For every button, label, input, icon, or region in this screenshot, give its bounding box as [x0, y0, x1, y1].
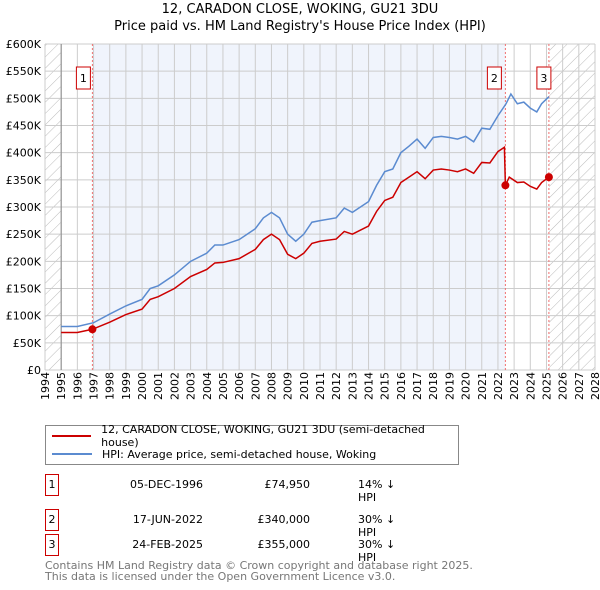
x-tick-label: 2008 [265, 372, 278, 400]
x-tick-label: 2007 [249, 372, 262, 400]
sale-hpi: 30% ↓ HPI [358, 513, 396, 539]
sale-marker-label: 1 [80, 72, 87, 85]
legend-swatch-red [52, 435, 92, 437]
footer-line1: Contains HM Land Registry data © Crown c… [45, 559, 473, 572]
y-tick-label: £450K [6, 120, 42, 133]
y-tick-label: £0 [27, 364, 41, 377]
x-tick-label: 2025 [540, 372, 553, 400]
x-tick-label: 2010 [298, 372, 311, 400]
x-tick-label: 2021 [476, 372, 489, 400]
x-tick-label: 1999 [120, 372, 133, 400]
x-tick-label: 1996 [71, 372, 84, 400]
sale-marker-label: 2 [491, 72, 498, 85]
legend-label: HPI: Average price, semi-detached house,… [102, 447, 377, 461]
x-tick-label: 2014 [363, 372, 376, 400]
sale-point [501, 181, 510, 190]
x-tick-label: 2016 [395, 372, 408, 400]
x-tick-label: 2006 [233, 372, 246, 400]
x-tick-label: 1995 [55, 372, 68, 400]
footer-line2: This data is licensed under the Open Gov… [45, 570, 396, 583]
legend: 12, CARADON CLOSE, WOKING, GU21 3DU (sem… [45, 423, 459, 465]
x-tick-label: 2005 [217, 372, 230, 400]
y-tick-label: £50K [13, 337, 42, 350]
y-tick-label: £250K [6, 228, 42, 241]
chart-subtitle: Price paid vs. HM Land Registry's House … [114, 19, 486, 34]
x-tick-label: 2012 [330, 372, 343, 400]
legend-item-hpi: HPI: Average price, semi-detached house,… [52, 445, 376, 463]
x-tick-label: 2020 [460, 372, 473, 400]
sale-row: 1 05-DEC-1996 £74,950 14% ↓ HPI [45, 474, 405, 504]
x-tick-label: 2003 [185, 372, 198, 400]
y-tick-label: £350K [6, 174, 42, 187]
x-tick-label: 2002 [168, 372, 181, 400]
legend-item-property: 12, CARADON CLOSE, WOKING, GU21 3DU (sem… [52, 423, 458, 449]
sale-marker-box [486, 66, 502, 90]
sale-price: £340,000 [257, 513, 311, 526]
x-tick-label: 2009 [282, 372, 295, 400]
sale-marker-label: 2 [45, 509, 59, 531]
x-tick-label: 2000 [136, 372, 149, 400]
sale-date: 05-DEC-1996 [129, 478, 203, 491]
x-tick-label: 2027 [573, 372, 586, 400]
x-tick-label: 2026 [557, 372, 570, 400]
sale-date: 17-JUN-2022 [132, 513, 203, 526]
sale-point [544, 173, 553, 182]
sale-hpi: 14% ↓ HPI [358, 478, 396, 504]
sale-row: 2 17-JUN-2022 £340,000 30% ↓ HPI [45, 509, 405, 539]
x-tick-label: 2011 [314, 372, 327, 400]
chart-title: 12, CARADON CLOSE, WOKING, GU21 3DU [161, 2, 439, 17]
x-tick-label: 1997 [88, 372, 101, 400]
x-tick-label: 2001 [152, 372, 165, 400]
sale-price: £74,950 [264, 478, 311, 491]
x-tick-label: 2004 [201, 372, 214, 400]
x-tick-label: 2019 [443, 372, 456, 400]
y-tick-label: £150K [6, 283, 42, 296]
sale-date: 24-FEB-2025 [132, 538, 203, 551]
sale-marker-label: 3 [540, 72, 547, 85]
sale-marker-label: 3 [45, 534, 59, 556]
y-tick-label: £200K [6, 255, 42, 268]
sale-hpi: 30% ↓ HPI [358, 538, 396, 564]
legend-swatch-blue [52, 453, 92, 455]
x-tick-label: 2024 [524, 372, 537, 400]
y-tick-label: £400K [6, 147, 42, 160]
y-tick-label: £550K [6, 65, 42, 78]
sale-row: 3 24-FEB-2025 £355,000 30% ↓ HPI [45, 534, 405, 564]
series-line [61, 92, 550, 328]
x-tick-label: 2013 [346, 372, 359, 400]
y-tick-label: £100K [6, 310, 42, 323]
sale-marker-label: 1 [45, 474, 59, 496]
legend-label: 12, CARADON CLOSE, WOKING, GU21 3DU (sem… [101, 423, 425, 449]
sale-marker-box [75, 66, 91, 90]
x-tick-label: 2022 [492, 372, 505, 400]
x-tick-label: 1998 [104, 372, 117, 400]
plot-area: 1994 1995 1996 1997 1998 1999 2000 2001 2002 2003… [6, 38, 600, 400]
y-tick-label: £600K [6, 38, 42, 51]
sale-price: £355,000 [257, 538, 311, 551]
x-tick-label: 1994 [39, 372, 52, 400]
series-line [61, 145, 550, 334]
x-tick-label: 2028 [589, 372, 600, 400]
x-tick-label: 2023 [508, 372, 521, 400]
y-tick-label: £300K [6, 201, 42, 214]
sale-marker-box [536, 66, 552, 90]
y-tick-label: £500K [6, 92, 42, 105]
x-tick-label: 2017 [411, 372, 424, 400]
x-tick-label: 2018 [427, 372, 440, 400]
sale-point [88, 325, 97, 334]
x-tick-label: 2015 [379, 372, 392, 400]
